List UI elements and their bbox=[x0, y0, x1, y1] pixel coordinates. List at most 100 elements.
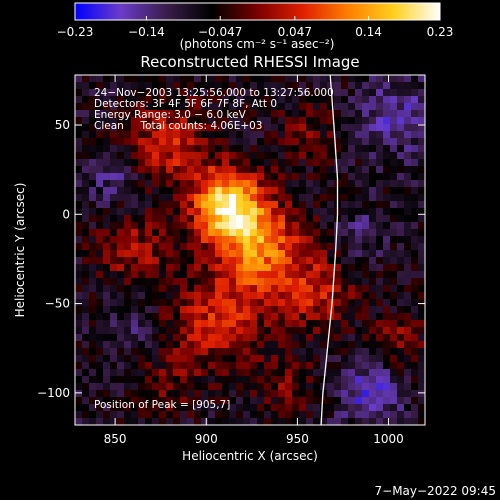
heatmap-cell bbox=[348, 117, 356, 125]
heatmap-cell bbox=[103, 145, 111, 153]
heatmap-cell bbox=[348, 222, 356, 230]
heatmap-cell bbox=[383, 348, 391, 356]
heatmap-cell bbox=[278, 250, 286, 258]
heatmap-cell bbox=[124, 152, 132, 160]
heatmap-cell bbox=[327, 180, 335, 188]
heatmap-cell bbox=[355, 89, 363, 97]
heatmap-cell bbox=[173, 208, 181, 216]
heatmap-cell bbox=[376, 327, 384, 335]
heatmap-cell bbox=[348, 124, 356, 132]
heatmap-cell bbox=[215, 103, 223, 111]
heatmap-cell bbox=[152, 404, 160, 412]
heatmap-cell bbox=[110, 187, 118, 195]
heatmap-cell bbox=[306, 250, 314, 258]
heatmap-cell bbox=[82, 327, 90, 335]
heatmap-cell bbox=[152, 180, 160, 188]
heatmap-cell bbox=[89, 110, 97, 118]
heatmap-cell bbox=[82, 215, 90, 223]
heatmap-cell bbox=[404, 397, 412, 405]
heatmap-cell bbox=[376, 75, 384, 83]
heatmap-cell bbox=[348, 383, 356, 391]
heatmap-cell bbox=[362, 285, 370, 293]
heatmap-cell bbox=[208, 243, 216, 251]
heatmap-cell bbox=[292, 292, 300, 300]
heatmap-cell bbox=[89, 327, 97, 335]
heatmap-cell bbox=[292, 362, 300, 370]
heatmap-cell bbox=[348, 208, 356, 216]
heatmap-cell bbox=[236, 306, 244, 314]
heatmap-cell bbox=[257, 299, 265, 307]
heatmap-cell bbox=[187, 89, 195, 97]
heatmap-cell bbox=[285, 124, 293, 132]
heatmap-cell bbox=[404, 152, 412, 160]
heatmap-cell bbox=[334, 159, 342, 167]
heatmap-cell bbox=[124, 411, 132, 419]
heatmap-cell bbox=[292, 173, 300, 181]
heatmap-cell bbox=[152, 369, 160, 377]
heatmap-cell bbox=[418, 236, 426, 244]
heatmap-cell bbox=[103, 110, 111, 118]
heatmap-cell bbox=[152, 173, 160, 181]
heatmap-cell bbox=[201, 397, 209, 405]
heatmap-cell bbox=[138, 355, 146, 363]
heatmap-cell bbox=[278, 187, 286, 195]
heatmap-cell bbox=[383, 320, 391, 328]
heatmap-cell bbox=[243, 397, 251, 405]
heatmap-cell bbox=[369, 180, 377, 188]
heatmap-cell bbox=[299, 159, 307, 167]
heatmap-cell bbox=[362, 194, 370, 202]
heatmap-cell bbox=[271, 285, 279, 293]
heatmap-cell bbox=[418, 418, 426, 426]
heatmap-cell bbox=[348, 341, 356, 349]
heatmap-cell bbox=[376, 145, 384, 153]
heatmap-cell bbox=[418, 348, 426, 356]
heatmap-cell bbox=[404, 327, 412, 335]
heatmap-cell bbox=[334, 348, 342, 356]
heatmap-cell bbox=[103, 250, 111, 258]
heatmap-cell bbox=[236, 243, 244, 251]
heatmap-cell bbox=[215, 390, 223, 398]
heatmap-cell bbox=[390, 313, 398, 321]
heatmap-cell bbox=[355, 257, 363, 265]
heatmap-cell bbox=[264, 236, 272, 244]
heatmap-cell bbox=[264, 201, 272, 209]
heatmap-cell bbox=[334, 285, 342, 293]
heatmap-cell bbox=[173, 397, 181, 405]
heatmap-cell bbox=[117, 187, 125, 195]
heatmap-cell bbox=[376, 306, 384, 314]
heatmap-cell bbox=[306, 103, 314, 111]
heatmap-cell bbox=[285, 166, 293, 174]
heatmap-cell bbox=[285, 180, 293, 188]
heatmap-cell bbox=[313, 341, 321, 349]
heatmap-cell bbox=[243, 369, 251, 377]
heatmap-cell bbox=[418, 334, 426, 342]
heatmap-cell bbox=[166, 285, 174, 293]
heatmap-cell bbox=[166, 124, 174, 132]
heatmap-cell bbox=[229, 124, 237, 132]
heatmap-cell bbox=[383, 285, 391, 293]
heatmap-cell bbox=[173, 278, 181, 286]
heatmap-cell bbox=[208, 383, 216, 391]
heatmap-cell bbox=[131, 285, 139, 293]
heatmap-cell bbox=[327, 208, 335, 216]
heatmap-cell bbox=[390, 124, 398, 132]
heatmap-cell bbox=[236, 250, 244, 258]
heatmap-cell bbox=[229, 89, 237, 97]
heatmap-cell bbox=[166, 215, 174, 223]
heatmap-cell bbox=[131, 334, 139, 342]
heatmap-cell bbox=[313, 131, 321, 139]
heatmap-cell bbox=[229, 159, 237, 167]
heatmap-cell bbox=[285, 327, 293, 335]
heatmap-cell bbox=[306, 271, 314, 279]
heatmap-cell bbox=[208, 292, 216, 300]
heatmap-cell bbox=[334, 222, 342, 230]
heatmap-cell bbox=[292, 243, 300, 251]
heatmap-cell bbox=[397, 383, 405, 391]
heatmap-cell bbox=[348, 327, 356, 335]
heatmap-cell bbox=[89, 145, 97, 153]
heatmap-cell bbox=[229, 222, 237, 230]
heatmap-cell bbox=[383, 278, 391, 286]
heatmap-cell bbox=[138, 145, 146, 153]
heatmap-cell bbox=[89, 418, 97, 426]
heatmap-cell bbox=[173, 334, 181, 342]
